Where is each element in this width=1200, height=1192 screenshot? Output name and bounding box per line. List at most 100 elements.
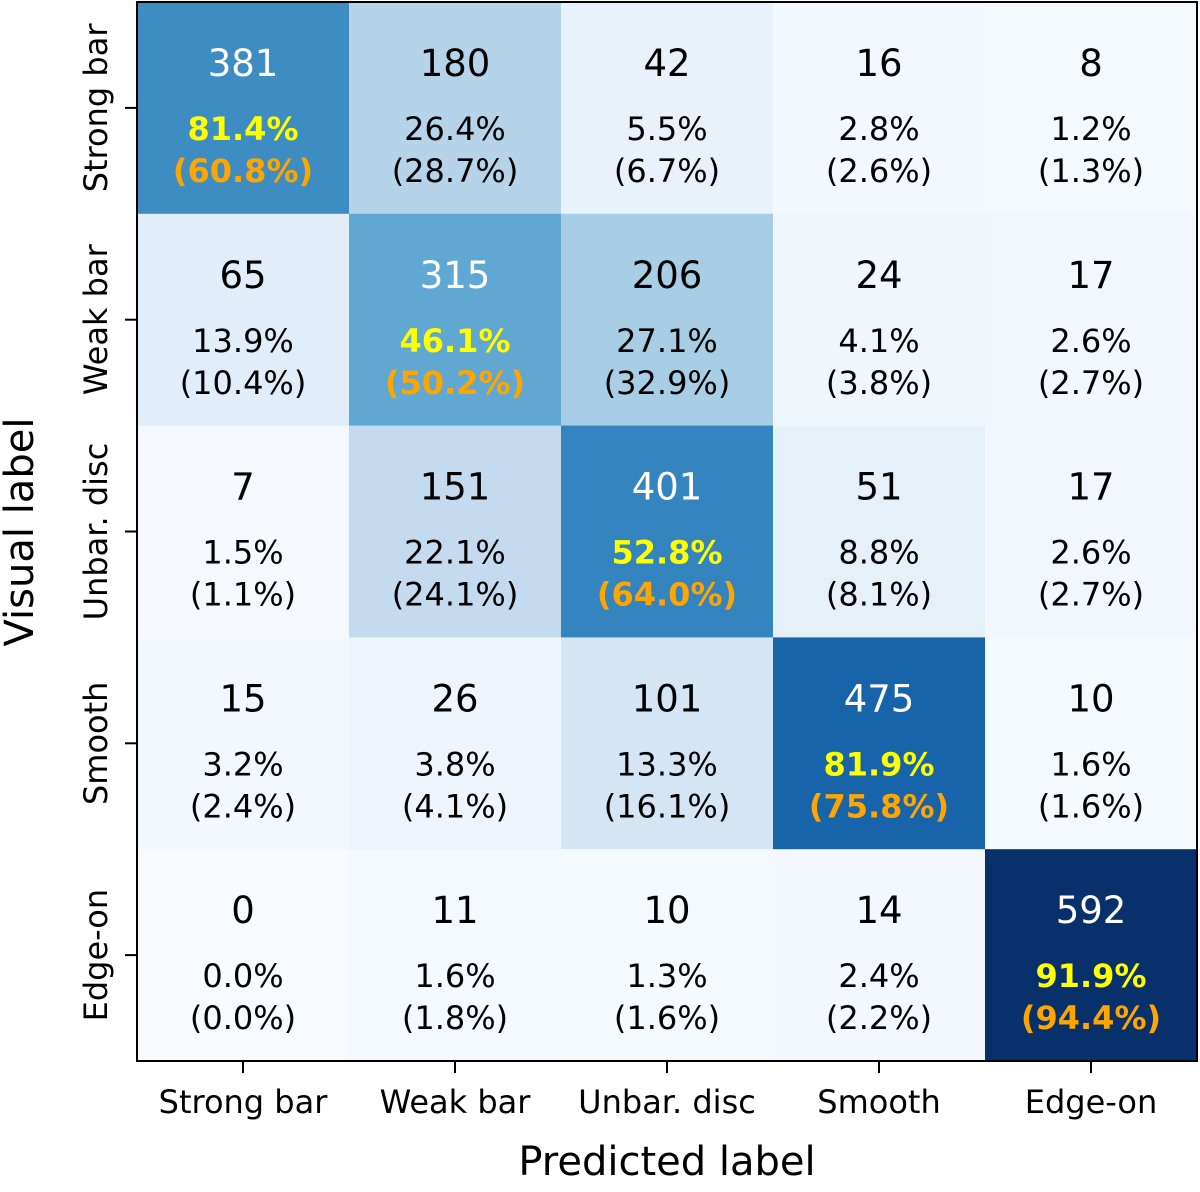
cell-count: 401 <box>632 466 703 509</box>
cell-count: 11 <box>431 889 478 932</box>
cell-rect <box>349 213 562 427</box>
cell-rect <box>561 425 774 638</box>
cell-rect <box>985 213 1198 427</box>
cell-count: 592 <box>1056 889 1127 932</box>
cell-rect <box>773 849 986 1062</box>
cell-percent-alt: (3.8%) <box>826 364 932 402</box>
cell-percent: 2.6% <box>1050 534 1131 572</box>
cell-percent-alt: (1.1%) <box>190 576 296 614</box>
cell-rect <box>561 637 774 850</box>
cell-rect <box>985 849 1198 1062</box>
heatmap-cell: 15 3.2% (2.4%) <box>137 637 350 850</box>
cell-count: 101 <box>632 677 703 720</box>
heatmap-cell: 10 1.6% (1.6%) <box>985 637 1198 850</box>
cell-rect <box>773 213 986 427</box>
heatmap-cell: 14 2.4% (2.2%) <box>773 849 986 1062</box>
heatmap-cell: 65 13.9% (10.4%) <box>137 213 350 427</box>
cell-count: 17 <box>1067 466 1114 509</box>
cell-count: 315 <box>420 254 491 297</box>
heatmap-cell: 17 2.6% (2.7%) <box>985 213 1198 427</box>
cell-count: 14 <box>855 889 902 932</box>
cell-percent-alt: (6.7%) <box>614 152 720 190</box>
cell-percent: 1.5% <box>202 534 283 572</box>
cell-percent: 91.9% <box>1035 957 1146 995</box>
heatmap-cell: 51 8.8% (8.1%) <box>773 425 986 638</box>
cell-rect <box>561 2 774 215</box>
cell-rect <box>137 849 350 1062</box>
cell-percent-alt: (4.1%) <box>402 787 508 825</box>
cell-rect <box>137 425 350 638</box>
cell-count: 51 <box>855 466 902 509</box>
cell-rect <box>773 425 986 638</box>
cell-percent-alt: (10.4%) <box>180 364 307 402</box>
cell-percent: 81.4% <box>187 110 298 148</box>
heatmap-cell: 24 4.1% (3.8%) <box>773 213 986 427</box>
cell-rect <box>349 2 562 215</box>
cell-percent-alt: (8.1%) <box>826 576 932 614</box>
cell-count: 0 <box>231 889 255 932</box>
heatmap-cell: 42 5.5% (6.7%) <box>561 2 774 215</box>
cell-percent-alt: (50.2%) <box>385 364 525 402</box>
cell-count: 180 <box>420 42 491 85</box>
y-axis-ticks: Strong bar Weak bar Unbar. disc Smooth Edge-… <box>77 23 137 1021</box>
x-tick-label: Weak bar <box>380 1083 532 1121</box>
heatmap-cell: 26 3.8% (4.1%) <box>349 637 562 850</box>
cell-percent: 22.1% <box>404 534 506 572</box>
cell-percent: 52.8% <box>611 534 722 572</box>
cell-percent-alt: (2.6%) <box>826 152 932 190</box>
cell-percent: 46.1% <box>399 322 510 360</box>
cell-percent-alt: (28.7%) <box>392 152 519 190</box>
cell-rect <box>561 849 774 1062</box>
heatmap-cell: 315 46.1% (50.2%) <box>349 213 562 427</box>
cell-count: 381 <box>208 42 279 85</box>
y-tick-label: Smooth <box>77 682 115 805</box>
cell-count: 7 <box>231 466 255 509</box>
x-tick-label: Smooth <box>817 1083 940 1121</box>
cell-count: 16 <box>855 42 902 85</box>
cell-percent: 2.8% <box>838 110 919 148</box>
cell-rect <box>349 849 562 1062</box>
cell-count: 475 <box>844 677 915 720</box>
cell-percent-alt: (75.8%) <box>809 787 949 825</box>
heatmap-cell: 8 1.2% (1.3%) <box>985 2 1198 215</box>
x-axis-label: Predicted label <box>518 1139 815 1185</box>
cell-count: 10 <box>643 889 690 932</box>
heatmap-cells: 381 81.4% (60.8%) 180 26.4% (28.7%) 42 5.5% (6.7… <box>137 2 1198 1062</box>
cell-count: 24 <box>855 254 902 297</box>
cell-percent-alt: (32.9%) <box>604 364 731 402</box>
cell-percent: 26.4% <box>404 110 506 148</box>
cell-percent: 2.6% <box>1050 322 1131 360</box>
x-tick-label: Unbar. disc <box>578 1083 756 1121</box>
cell-rect <box>137 637 350 850</box>
cell-percent-alt: (2.7%) <box>1038 364 1144 402</box>
y-tick-label: Weak bar <box>77 243 115 395</box>
x-tick-label: Edge-on <box>1025 1083 1158 1121</box>
heatmap-cell: 475 81.9% (75.8%) <box>773 637 986 850</box>
cell-count: 26 <box>431 677 478 720</box>
cell-count: 151 <box>420 466 491 509</box>
cell-percent: 3.2% <box>202 745 283 783</box>
heatmap-cell: 17 2.6% (2.7%) <box>985 425 1198 638</box>
cell-count: 65 <box>219 254 266 297</box>
heatmap-cell: 592 91.9% (94.4%) <box>985 849 1198 1062</box>
cell-rect <box>349 425 562 638</box>
cell-percent-alt: (1.6%) <box>614 999 720 1037</box>
cell-percent-alt: (1.6%) <box>1038 787 1144 825</box>
heatmap-cell: 151 22.1% (24.1%) <box>349 425 562 638</box>
heatmap-cell: 16 2.8% (2.6%) <box>773 2 986 215</box>
cell-percent-alt: (24.1%) <box>392 576 519 614</box>
cell-percent: 5.5% <box>626 110 707 148</box>
cell-count: 8 <box>1079 42 1103 85</box>
cell-percent: 1.2% <box>1050 110 1131 148</box>
heatmap-cell: 101 13.3% (16.1%) <box>561 637 774 850</box>
cell-percent: 1.6% <box>1050 745 1131 783</box>
cell-percent-alt: (2.2%) <box>826 999 932 1037</box>
heatmap-cell: 206 27.1% (32.9%) <box>561 213 774 427</box>
cell-percent: 27.1% <box>616 322 718 360</box>
cell-percent-alt: (2.7%) <box>1038 576 1144 614</box>
y-axis-label: Visual label <box>0 418 43 647</box>
heatmap-cell: 0 0.0% (0.0%) <box>137 849 350 1062</box>
cell-percent: 1.6% <box>414 957 495 995</box>
cell-percent: 8.8% <box>838 534 919 572</box>
